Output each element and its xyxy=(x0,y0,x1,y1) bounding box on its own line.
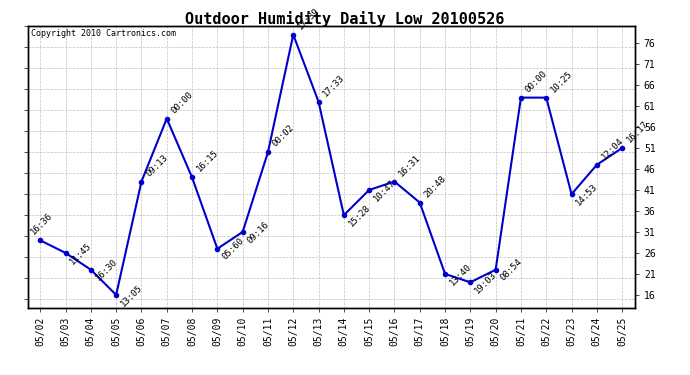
Text: 16:30: 16:30 xyxy=(94,258,119,283)
Text: 00:00: 00:00 xyxy=(170,90,195,115)
Text: 00:02: 00:02 xyxy=(270,123,296,148)
Text: 17:33: 17:33 xyxy=(322,73,346,98)
Text: 11:45: 11:45 xyxy=(68,241,94,266)
Text: 17:39: 17:39 xyxy=(296,6,322,31)
Text: 10:47: 10:47 xyxy=(372,178,397,203)
Text: 10:25: 10:25 xyxy=(549,69,574,94)
Text: 12:04: 12:04 xyxy=(600,136,625,161)
Text: 09:16: 09:16 xyxy=(246,220,270,245)
Text: 16:31: 16:31 xyxy=(397,153,422,178)
Text: 08:54: 08:54 xyxy=(498,258,524,283)
Text: 09:13: 09:13 xyxy=(144,153,170,178)
Text: 14:53: 14:53 xyxy=(574,182,600,207)
Text: 15:28: 15:28 xyxy=(346,203,372,228)
Text: 19:03: 19:03 xyxy=(473,270,498,296)
Text: Copyright 2010 Cartronics.com: Copyright 2010 Cartronics.com xyxy=(30,29,176,38)
Text: 13:40: 13:40 xyxy=(448,262,473,287)
Text: 05:60: 05:60 xyxy=(220,237,246,262)
Text: 16:15: 16:15 xyxy=(195,148,220,174)
Text: 20:48: 20:48 xyxy=(422,174,448,199)
Text: 00:00: 00:00 xyxy=(524,69,549,94)
Text: 13:05: 13:05 xyxy=(119,283,144,308)
Text: 16:36: 16:36 xyxy=(29,211,55,237)
Text: Outdoor Humidity Daily Low 20100526: Outdoor Humidity Daily Low 20100526 xyxy=(186,11,504,27)
Text: 16:17: 16:17 xyxy=(625,119,650,144)
